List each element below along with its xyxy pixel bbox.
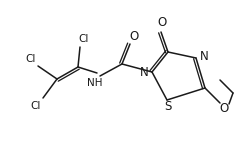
Text: Cl: Cl [31,101,41,111]
Text: O: O [129,29,139,42]
Text: Cl: Cl [79,34,89,44]
Text: S: S [164,101,172,114]
Text: N: N [140,67,148,80]
Text: O: O [219,102,229,114]
Text: N: N [200,50,208,63]
Text: NH: NH [87,78,103,88]
Text: Cl: Cl [26,54,36,64]
Text: O: O [157,16,167,29]
